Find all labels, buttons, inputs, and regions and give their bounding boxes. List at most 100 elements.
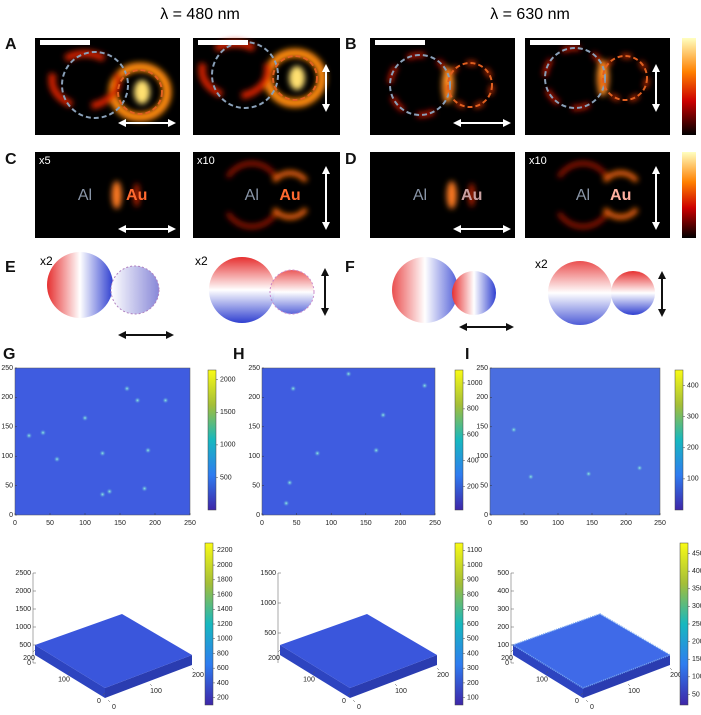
panel-letter: D (345, 151, 357, 168)
colorbar-tick-label: 150 (692, 656, 701, 663)
z-tick-label: 400 (497, 588, 509, 595)
colorbar-tick-label: 900 (467, 577, 479, 584)
colorbar-tick-label: 700 (467, 606, 479, 613)
y-tick (312, 671, 316, 674)
simulation (193, 152, 340, 238)
simulation (525, 152, 670, 238)
colorbar-tick-label: 400 (217, 680, 229, 687)
al-sphere (392, 257, 458, 323)
colorbar-tick-label: 400 (467, 650, 479, 657)
simulation (370, 152, 515, 238)
y-tick-label: 100 (476, 453, 488, 460)
colorbar-tick-label: 350 (692, 586, 701, 593)
map-background (14, 367, 191, 516)
scale-factor: x5 (39, 155, 51, 167)
x-tick-label: 250 (654, 520, 666, 527)
spot (282, 499, 290, 507)
y-tick-label: 50 (5, 482, 13, 489)
surface (511, 613, 672, 689)
colorbar-tick-label: 1600 (217, 591, 233, 598)
colorbar-tick-label: 1500 (220, 409, 236, 416)
z-tick-label: 1500 (15, 606, 31, 613)
colorbar-tick-label: 2000 (217, 562, 233, 569)
x-tick-label: 150 (114, 520, 126, 527)
y-tick-label: 200 (501, 655, 513, 662)
spot (636, 464, 644, 472)
colorbar-tick-label: 200 (467, 680, 479, 687)
wavelength-label: λ = 480 nm (160, 6, 240, 23)
glow (557, 211, 609, 229)
panel-letter: C (5, 151, 17, 168)
spot (106, 487, 113, 495)
colorbar-tick-label: 1000 (467, 380, 483, 387)
colorbar-tick-label: 600 (217, 665, 229, 672)
material-label: Au (610, 187, 631, 204)
glow (226, 161, 278, 179)
map-background (261, 367, 436, 516)
colorbar-tick-label: 1200 (217, 621, 233, 628)
z-tick-label: 1000 (15, 624, 31, 631)
colorbar-tick-label: 200 (687, 445, 699, 452)
y-tick-label: 250 (1, 365, 13, 372)
panel-letter: A (5, 36, 17, 53)
y-tick-label: 200 (248, 394, 260, 401)
colorbar-tick-label: 600 (467, 621, 479, 628)
spot (372, 446, 380, 454)
colorbar (204, 542, 214, 706)
glow (134, 80, 150, 104)
y-tick-label: 100 (1, 453, 13, 460)
x-tick-label: 0 (13, 520, 17, 527)
z-tick-label: 300 (497, 606, 509, 613)
glow (111, 181, 122, 209)
material-label: Al (78, 187, 92, 204)
scale-factor: x2 (535, 257, 548, 271)
spot (527, 473, 535, 481)
z-tick-label: 500 (264, 630, 276, 637)
z-tick-label: 2500 (15, 570, 31, 577)
colorbar (682, 152, 696, 238)
x-tick-label: 100 (395, 688, 407, 695)
material-label: Au (126, 187, 147, 204)
y-tick-label: 100 (303, 676, 315, 683)
colorbar-tick-label: 1400 (217, 606, 233, 613)
x-tick (394, 683, 398, 687)
z-tick-label: 1500 (260, 570, 276, 577)
spot (39, 429, 47, 437)
colorbar (674, 369, 684, 511)
spot (144, 446, 152, 454)
x-tick-label: 0 (112, 704, 116, 711)
surface-side (105, 655, 192, 698)
au-outline (117, 69, 163, 115)
x-tick (149, 683, 153, 687)
spot (53, 455, 61, 463)
z-tick-label: 500 (497, 570, 509, 577)
y-tick (277, 649, 281, 653)
glow (272, 207, 309, 220)
colorbar-tick-label: 200 (217, 694, 229, 701)
y-tick (32, 649, 36, 653)
colorbar-tick-label: 2200 (217, 547, 233, 554)
spot (286, 479, 294, 487)
material-label: Au (279, 187, 300, 204)
spot (141, 485, 148, 493)
glow (446, 181, 457, 209)
au-outline (602, 55, 648, 101)
material-label: Al (245, 187, 259, 204)
y-tick-label: 200 (1, 394, 13, 401)
colorbar-tick-label: 300 (687, 414, 699, 421)
x-tick-label: 200 (670, 672, 682, 679)
glow (468, 183, 475, 207)
z-tick-label: 200 (497, 624, 509, 631)
au-sphere (452, 271, 496, 315)
spot (585, 470, 593, 478)
simulation (35, 152, 180, 238)
spot (99, 449, 106, 457)
colorbar-tick-label: 450 (692, 550, 701, 557)
scale-bar (198, 40, 248, 45)
glow (602, 170, 639, 183)
spot (379, 411, 387, 419)
z-tick-label: 1000 (260, 600, 276, 607)
x-tick (627, 683, 631, 687)
y-tick (545, 671, 549, 674)
